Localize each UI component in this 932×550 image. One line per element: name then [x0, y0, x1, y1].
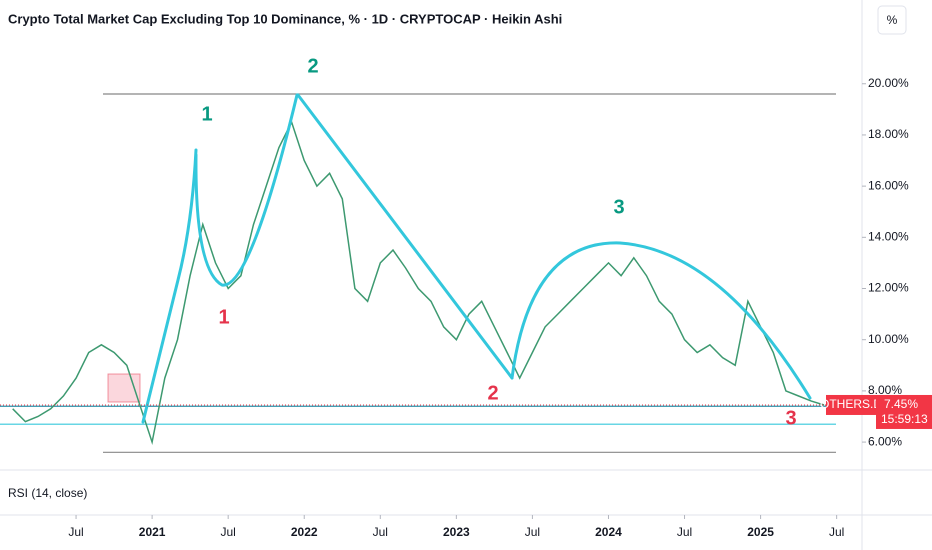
drawings: [141, 93, 812, 424]
series-name: OTHERS.D: [820, 397, 882, 411]
annotation: 3: [785, 407, 796, 429]
indicator-label: RSI (14, close): [8, 486, 87, 500]
x-tick-label: 2024: [595, 525, 622, 539]
series-name-box: [826, 394, 876, 415]
unit-button[interactable]: [877, 5, 907, 35]
x-tick-label: Jul: [829, 525, 844, 539]
annotation: 2: [307, 55, 318, 77]
x-tick-label: Jul: [68, 525, 83, 539]
x-tick-label: 2021: [139, 525, 166, 539]
x-tick-label: 2025: [747, 525, 774, 539]
x-tick-label: Jul: [677, 525, 692, 539]
x-tick-label: Jul: [373, 525, 388, 539]
y-tick-label: 10.00%: [868, 332, 909, 346]
arc: [510, 241, 812, 400]
price-badge: [876, 394, 932, 429]
annotation: 2: [487, 382, 498, 404]
annotation: 1: [201, 103, 212, 125]
y-tick-label: 20.00%: [868, 76, 909, 90]
x-tick-label: 2023: [443, 525, 470, 539]
price-badge-value: 7.45%: [884, 397, 918, 411]
trend-line: [296, 93, 514, 380]
x-tick-label: Jul: [525, 525, 540, 539]
x-tick-label: Jul: [221, 525, 236, 539]
price-line: [12, 120, 825, 446]
chart-title: Crypto Total Market Cap Excluding Top 10…: [8, 11, 562, 26]
y-tick-label: 18.00%: [868, 127, 909, 141]
y-tick-label: 16.00%: [868, 178, 909, 192]
annotation: 3: [613, 196, 624, 218]
highlight-box: [107, 373, 141, 403]
y-tick-label: 8.00%: [868, 383, 902, 397]
annotation: 1: [218, 306, 229, 328]
countdown: 15:59:13: [881, 412, 928, 426]
y-tick-label: 12.00%: [868, 281, 909, 295]
y-tick-label: 14.00%: [868, 229, 909, 243]
y-tick-label: 6.00%: [868, 434, 902, 448]
trend-curve: [194, 93, 299, 287]
x-tick-label: 2022: [291, 525, 318, 539]
unit-label[interactable]: %: [887, 13, 898, 27]
